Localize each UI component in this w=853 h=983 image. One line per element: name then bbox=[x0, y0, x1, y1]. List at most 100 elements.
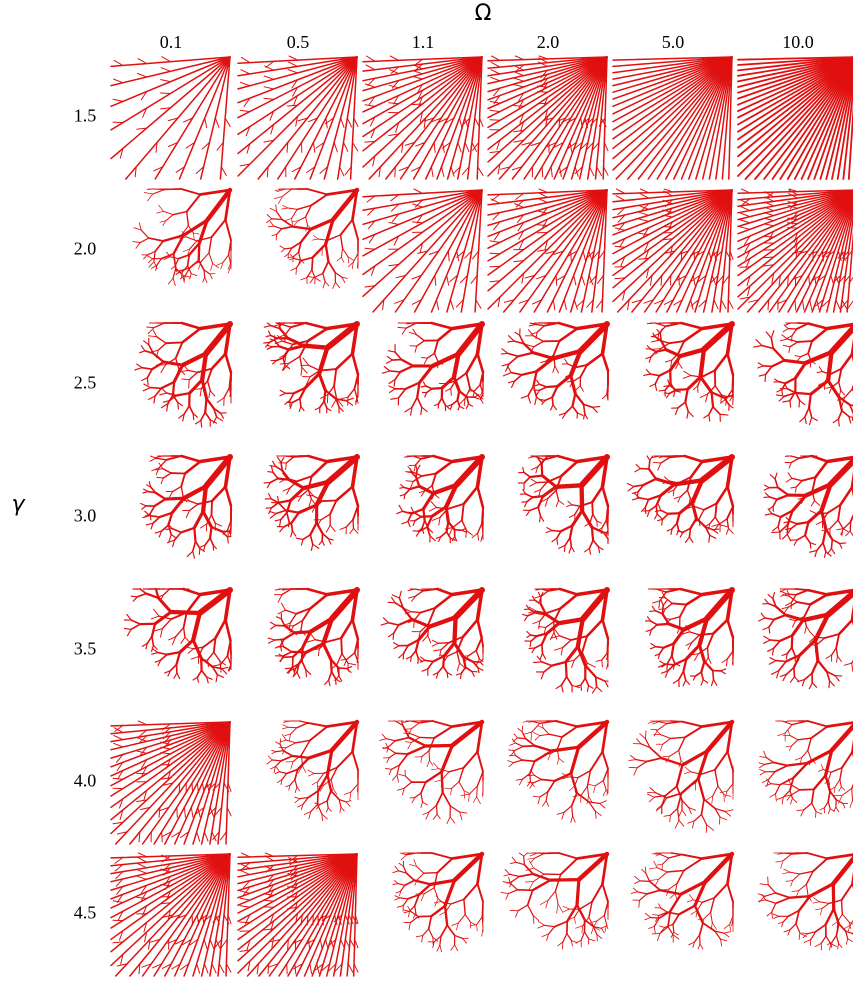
branch bbox=[509, 890, 518, 894]
branch bbox=[787, 668, 794, 675]
branch bbox=[532, 723, 540, 732]
branch bbox=[162, 57, 171, 62]
branch bbox=[833, 419, 838, 423]
branch bbox=[670, 815, 671, 822]
branch bbox=[142, 506, 146, 509]
branch bbox=[645, 731, 646, 739]
branch bbox=[276, 205, 277, 212]
branch bbox=[401, 855, 406, 860]
branch bbox=[542, 662, 552, 666]
column-label: 0.5 bbox=[287, 32, 310, 52]
branch bbox=[673, 914, 679, 924]
branch bbox=[467, 354, 478, 373]
branch bbox=[435, 275, 436, 285]
branch bbox=[712, 796, 713, 804]
branch bbox=[293, 756, 309, 758]
branch bbox=[721, 939, 727, 941]
branch bbox=[420, 366, 433, 383]
branch bbox=[193, 541, 196, 551]
branch bbox=[207, 398, 214, 408]
branch bbox=[144, 384, 151, 388]
branch bbox=[514, 106, 524, 107]
branch bbox=[337, 257, 341, 261]
branch bbox=[424, 358, 427, 364]
branch bbox=[795, 758, 802, 761]
branch bbox=[136, 243, 140, 249]
branch bbox=[670, 808, 677, 815]
branch bbox=[557, 531, 561, 538]
branch bbox=[295, 964, 296, 974]
branch bbox=[709, 251, 711, 261]
branch bbox=[155, 499, 166, 506]
branch bbox=[289, 357, 300, 364]
branch bbox=[683, 376, 691, 379]
branch bbox=[433, 763, 438, 769]
branch bbox=[279, 503, 286, 510]
branch bbox=[768, 595, 773, 599]
branch bbox=[563, 906, 569, 909]
branch bbox=[331, 939, 334, 949]
branch bbox=[829, 900, 842, 903]
branch bbox=[413, 104, 423, 105]
tree-image bbox=[141, 456, 231, 558]
branch bbox=[390, 70, 399, 74]
branch bbox=[800, 400, 805, 405]
branch bbox=[509, 356, 518, 364]
branch bbox=[842, 884, 853, 900]
branch bbox=[269, 331, 271, 335]
branch bbox=[172, 529, 181, 533]
branch bbox=[308, 640, 316, 642]
branch bbox=[763, 366, 772, 367]
branch bbox=[568, 777, 578, 778]
branch bbox=[782, 390, 783, 395]
branch bbox=[163, 473, 171, 478]
branch bbox=[784, 869, 790, 872]
branch bbox=[661, 735, 671, 739]
branch bbox=[386, 739, 395, 741]
branch bbox=[433, 814, 437, 819]
branch bbox=[714, 300, 718, 309]
branch bbox=[388, 351, 395, 352]
branch bbox=[701, 350, 704, 377]
branch bbox=[395, 898, 400, 900]
tree-image bbox=[135, 323, 231, 427]
branch bbox=[768, 877, 769, 885]
branch bbox=[628, 487, 634, 491]
branch bbox=[783, 534, 788, 539]
branch bbox=[524, 472, 530, 477]
branch bbox=[524, 856, 525, 865]
branch bbox=[792, 648, 795, 656]
branch bbox=[457, 652, 460, 664]
branch bbox=[318, 791, 319, 805]
branch bbox=[423, 802, 428, 805]
branch bbox=[760, 757, 766, 758]
branch bbox=[808, 750, 811, 758]
branch bbox=[700, 944, 703, 949]
branch bbox=[285, 668, 291, 669]
branch bbox=[290, 393, 294, 400]
branch bbox=[346, 802, 350, 807]
branch bbox=[696, 672, 702, 676]
branch bbox=[332, 672, 336, 679]
branch bbox=[572, 806, 573, 816]
branch bbox=[587, 354, 602, 365]
branch bbox=[472, 533, 478, 537]
branch bbox=[768, 885, 775, 893]
branch bbox=[717, 487, 728, 504]
branch bbox=[511, 373, 522, 375]
branch bbox=[514, 78, 524, 81]
tree-image bbox=[759, 589, 853, 689]
branch bbox=[782, 335, 787, 339]
branch bbox=[775, 473, 777, 479]
branch bbox=[469, 404, 473, 406]
branch bbox=[657, 624, 669, 625]
branch bbox=[773, 593, 775, 599]
branch bbox=[571, 941, 572, 946]
branch bbox=[546, 801, 549, 807]
branch bbox=[559, 619, 583, 623]
branch bbox=[113, 122, 123, 123]
branch bbox=[777, 797, 783, 799]
branch bbox=[354, 118, 358, 127]
branch bbox=[581, 786, 587, 795]
branch bbox=[652, 606, 655, 611]
